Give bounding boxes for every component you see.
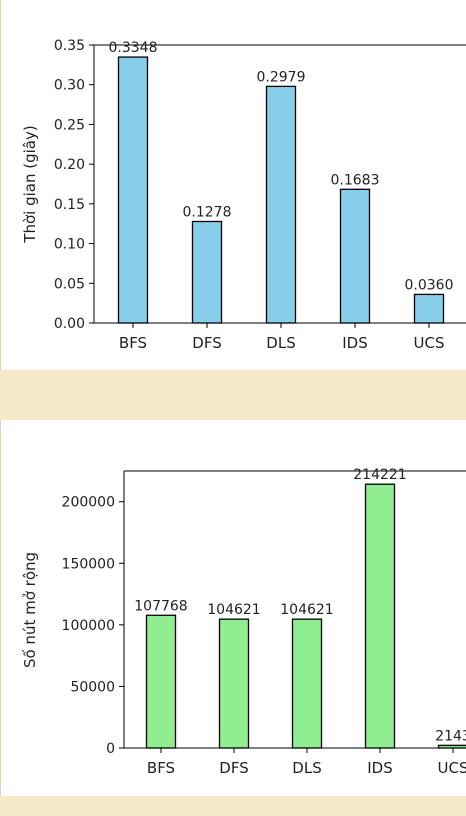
y-tick-label: 0 bbox=[106, 741, 115, 757]
bar-value-label: 0.3348 bbox=[109, 40, 158, 56]
y-tick-label: 0.00 bbox=[54, 316, 85, 332]
bar-value-label: 0.2979 bbox=[257, 69, 306, 85]
bar-value-label: 104621 bbox=[280, 602, 333, 618]
x-tick-label: BFS bbox=[119, 334, 147, 352]
bar-bfs bbox=[117, 56, 149, 324]
time-bar-chart: 0.3348 0.1278 0.2979 0.1683 0.0360 0.00 0.05 0… bbox=[21, 38, 466, 352]
y-axis-label: Số nút mở rộng bbox=[21, 552, 39, 668]
y-tick-label: 100000 bbox=[62, 618, 115, 634]
bar-value-label: 2143 bbox=[435, 728, 466, 744]
x-tick-label: UCS bbox=[438, 759, 466, 777]
bar-value-label: 104621 bbox=[207, 602, 260, 618]
x-tick-label: DFS bbox=[219, 759, 248, 777]
time-chart-panel: 0.3348 0.1278 0.2979 0.1683 0.0360 0.00 0.05 0… bbox=[0, 0, 466, 370]
y-tick-label: 0.05 bbox=[54, 276, 85, 292]
x-tick-label: UCS bbox=[414, 334, 445, 352]
nodes-chart-panel: 107768 104621 104621 214221 2143 0 50000 10000… bbox=[0, 420, 466, 796]
bar-value-label: 0.0360 bbox=[405, 277, 454, 293]
bar-value-label: 214221 bbox=[353, 467, 406, 483]
y-axis-label: Thời gian (giây) bbox=[21, 125, 39, 243]
y-tick-label: 150000 bbox=[62, 556, 115, 572]
nodes-bar-chart: 107768 104621 104621 214221 2143 0 50000 10000… bbox=[21, 467, 466, 777]
bar-dfs bbox=[218, 618, 250, 749]
y-tick-label: 0.30 bbox=[54, 78, 85, 94]
bar-dls bbox=[291, 618, 323, 749]
x-tick-label: IDS bbox=[367, 759, 393, 777]
bar-ids bbox=[339, 188, 371, 324]
y-tick-label: 0.25 bbox=[54, 117, 85, 133]
x-tick-label: BFS bbox=[147, 759, 175, 777]
y-tick-label: 0.15 bbox=[54, 197, 85, 213]
y-tick-label: 0.20 bbox=[54, 157, 85, 173]
x-tick-label: DFS bbox=[192, 334, 221, 352]
y-tick-label: 0.10 bbox=[54, 237, 85, 253]
bar-dfs bbox=[191, 220, 223, 324]
bar-value-label: 107768 bbox=[134, 598, 187, 614]
x-tick-label: IDS bbox=[342, 334, 368, 352]
bar-ids bbox=[364, 483, 396, 749]
bar-value-label: 0.1278 bbox=[183, 204, 232, 220]
y-tick-label: 0.35 bbox=[54, 38, 85, 54]
x-tick-label: DLS bbox=[266, 334, 295, 352]
bar-ucs bbox=[413, 293, 445, 324]
y-tick-label: 50000 bbox=[70, 679, 115, 695]
bar-ucs bbox=[437, 744, 466, 749]
bar-dls bbox=[265, 85, 297, 324]
bar-bfs bbox=[145, 614, 177, 749]
y-tick-label: 200000 bbox=[62, 495, 115, 511]
bar-value-label: 0.1683 bbox=[331, 172, 380, 188]
x-tick-label: DLS bbox=[292, 759, 321, 777]
